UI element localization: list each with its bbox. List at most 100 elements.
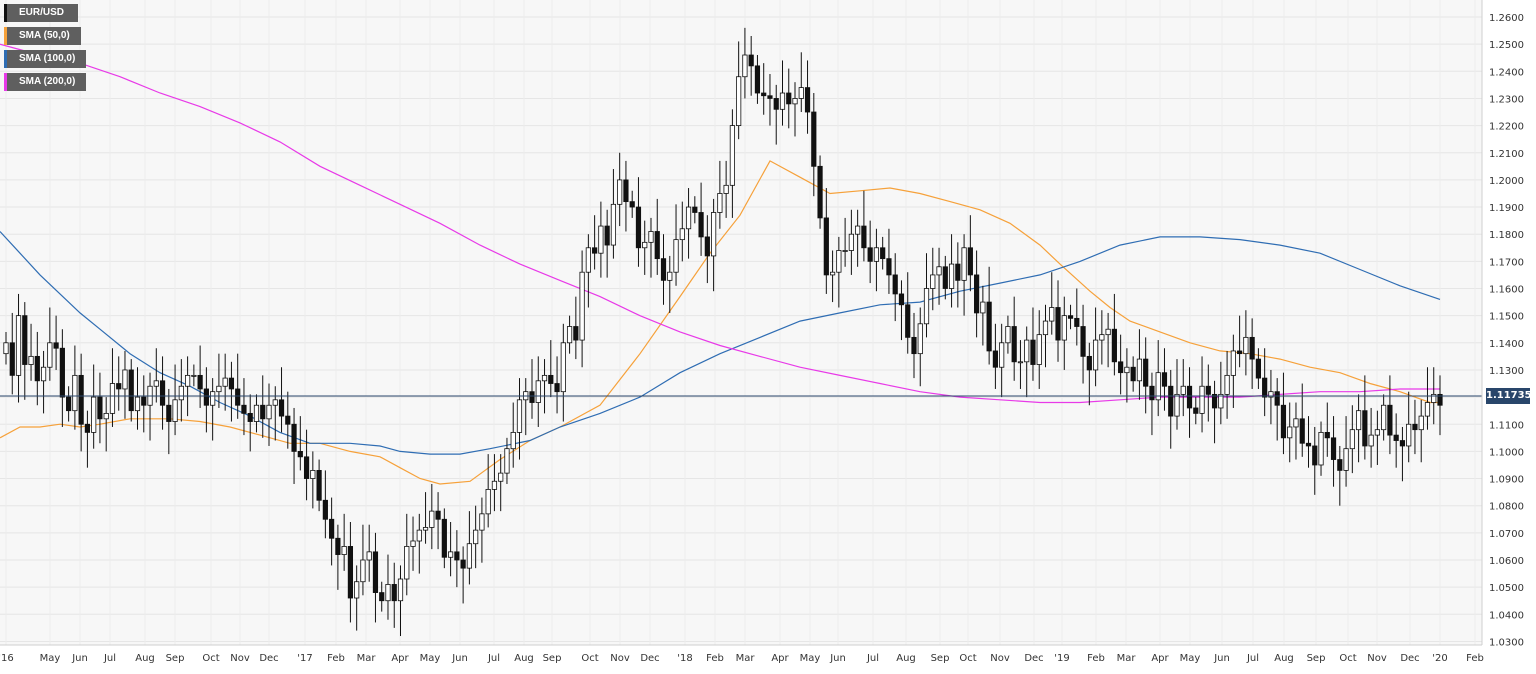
x-tick-label: May bbox=[1180, 653, 1201, 664]
candle-body-up bbox=[72, 374, 78, 412]
candle-body-down bbox=[898, 293, 905, 306]
candle bbox=[266, 383, 272, 446]
candle bbox=[372, 532, 379, 623]
candle-body-down bbox=[886, 258, 892, 276]
candle bbox=[297, 416, 303, 471]
candle-body-up bbox=[122, 369, 128, 390]
candle-body-down bbox=[128, 369, 134, 412]
candle-body-down bbox=[97, 396, 103, 420]
legend-item-sma-50[interactable]: SMA (50,0) bbox=[4, 27, 81, 45]
candle bbox=[1349, 405, 1355, 474]
candle bbox=[241, 378, 247, 436]
candle bbox=[1274, 378, 1280, 441]
candle-body-up bbox=[1099, 334, 1105, 341]
candle bbox=[685, 188, 692, 259]
candle bbox=[717, 160, 723, 229]
candle-body-down bbox=[592, 247, 598, 254]
candle bbox=[1118, 334, 1124, 395]
candle-body-up bbox=[610, 203, 617, 246]
candle bbox=[1055, 280, 1061, 362]
candle-body-down bbox=[116, 383, 122, 390]
x-tick-label: Nov bbox=[610, 653, 630, 664]
candle bbox=[786, 68, 792, 129]
candle bbox=[961, 234, 967, 316]
candle-body-up bbox=[1224, 374, 1230, 395]
candle bbox=[1343, 416, 1349, 487]
candle bbox=[660, 234, 667, 305]
candle bbox=[1111, 293, 1117, 376]
candle-body-down bbox=[529, 391, 535, 403]
candle-body-down bbox=[247, 412, 253, 422]
candle bbox=[197, 345, 203, 408]
candle bbox=[610, 169, 617, 259]
candle-body-down bbox=[911, 336, 917, 355]
candle bbox=[66, 386, 72, 422]
candle bbox=[103, 397, 109, 452]
candle bbox=[335, 524, 341, 590]
candle-body-down bbox=[1237, 350, 1243, 355]
candle-body-up bbox=[1092, 339, 1099, 371]
x-tick-label: Feb bbox=[706, 653, 724, 664]
candle bbox=[1005, 315, 1011, 354]
candle-body-up bbox=[1174, 393, 1180, 417]
x-tick-label: Oct bbox=[1339, 653, 1356, 664]
candle-body-up bbox=[779, 92, 786, 110]
legend-item-sma-200[interactable]: SMA (200,0) bbox=[4, 73, 86, 91]
candle bbox=[47, 307, 53, 381]
candle bbox=[967, 215, 973, 292]
x-tick-label: Nov bbox=[1367, 653, 1387, 664]
candle-body-down bbox=[1168, 385, 1174, 417]
candle-body-down bbox=[1387, 404, 1393, 436]
candle-body-down bbox=[754, 65, 761, 94]
candle-body-up bbox=[936, 266, 942, 276]
candle bbox=[1268, 369, 1274, 425]
candle bbox=[1161, 348, 1168, 411]
candle-body-down bbox=[1324, 431, 1330, 439]
candle-body-up bbox=[579, 271, 585, 341]
candle-body-up bbox=[723, 184, 729, 194]
candle bbox=[72, 345, 78, 430]
candle-body-up bbox=[948, 263, 955, 289]
candle-body-up bbox=[109, 383, 116, 414]
candle bbox=[617, 152, 623, 227]
candle bbox=[203, 367, 209, 433]
candle-body-up bbox=[40, 366, 47, 382]
candle bbox=[1393, 413, 1399, 468]
y-tick-label: 1.1100 bbox=[1489, 420, 1524, 431]
candle-body-down bbox=[316, 470, 322, 501]
candle bbox=[1074, 288, 1080, 346]
candle bbox=[566, 315, 573, 354]
candle bbox=[347, 521, 354, 623]
candle bbox=[1362, 375, 1368, 460]
candle bbox=[779, 60, 786, 126]
candle bbox=[855, 209, 861, 267]
candle-body-down bbox=[159, 380, 166, 406]
legend-item-sma-100[interactable]: SMA (100,0) bbox=[4, 50, 86, 68]
candle bbox=[980, 285, 986, 346]
candle bbox=[410, 516, 416, 571]
y-tick-label: 1.2000 bbox=[1489, 176, 1524, 187]
candle-body-down bbox=[66, 396, 72, 412]
candle-body-up bbox=[980, 301, 986, 314]
legend-item-eurusd[interactable]: EUR/USD bbox=[4, 4, 78, 22]
candle bbox=[1017, 340, 1024, 389]
candle-body-up bbox=[485, 489, 491, 515]
candle-body-down bbox=[1111, 328, 1117, 363]
x-tick-label: Jun bbox=[451, 653, 468, 664]
candle bbox=[1042, 304, 1049, 368]
candle bbox=[128, 359, 134, 422]
candle-body-up bbox=[999, 342, 1005, 368]
candle-body-up bbox=[642, 241, 648, 249]
candle-body-up bbox=[397, 578, 404, 602]
candle bbox=[723, 160, 729, 218]
y-tick-label: 1.0300 bbox=[1489, 637, 1524, 648]
x-tick-label: May bbox=[420, 653, 441, 664]
candle bbox=[397, 565, 404, 637]
candle bbox=[823, 188, 829, 294]
candle-body-up bbox=[1355, 410, 1362, 431]
candle bbox=[40, 350, 47, 414]
y-tick-label: 1.0600 bbox=[1489, 556, 1524, 567]
y-tick-label: 1.1600 bbox=[1489, 285, 1524, 296]
